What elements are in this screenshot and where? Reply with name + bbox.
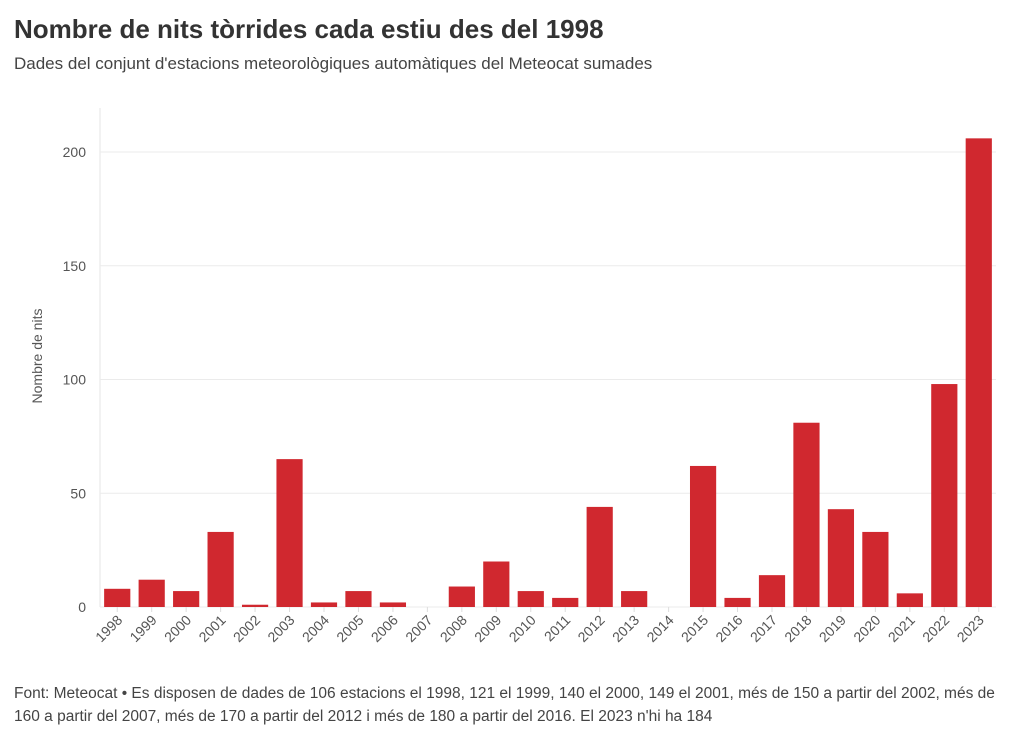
x-tick-label: 2018	[781, 612, 814, 645]
x-tick-label: 1999	[126, 612, 159, 645]
bar-1999	[138, 579, 165, 607]
bar-1998	[104, 588, 131, 607]
x-tick-label: 2010	[506, 612, 539, 645]
x-tick-label: 2003	[264, 612, 297, 645]
bar-2022	[931, 384, 958, 607]
y-tick-label: 100	[63, 372, 87, 388]
bar-2018	[793, 422, 820, 607]
x-tick-label: 2002	[230, 612, 263, 645]
bar-2005	[345, 591, 372, 607]
x-tick-label: 2008	[437, 612, 470, 645]
x-tick-label: 2023	[954, 612, 987, 645]
x-tick-label: 2014	[643, 612, 676, 645]
bar-2023	[965, 138, 992, 607]
x-tick-label: 2007	[402, 612, 435, 645]
bar-2021	[896, 593, 923, 607]
x-tick-label: 2021	[885, 612, 918, 645]
bar-2020	[862, 531, 889, 607]
chart-subtitle: Dades del conjunt d'estacions meteorològ…	[14, 54, 653, 73]
x-tick-label: 2013	[609, 612, 642, 645]
x-tick-label: 2006	[368, 612, 401, 645]
x-tick-label: 2015	[678, 612, 711, 645]
bar-2001	[207, 531, 234, 607]
x-tick-label: 2019	[816, 612, 849, 645]
x-tick-label: 2000	[161, 612, 194, 645]
bar-2015	[689, 465, 717, 607]
bar-2008	[448, 586, 475, 607]
bar-2003	[276, 459, 303, 607]
x-tick-label: 2020	[850, 612, 883, 645]
x-tick-label: 2011	[541, 612, 574, 645]
bar-2010	[517, 591, 544, 607]
bar-2012	[586, 506, 613, 607]
x-tick-label: 2012	[574, 612, 607, 645]
bar-2017	[758, 575, 786, 607]
bar-2011	[552, 597, 579, 607]
x-tick-label: 2017	[747, 612, 780, 645]
bar-2002	[241, 604, 269, 607]
bar-2000	[173, 591, 200, 607]
y-tick-label: 50	[70, 485, 86, 501]
bar-2006	[379, 602, 407, 607]
x-tick-label: 1998	[92, 612, 125, 645]
y-axis-label: Nombre de nits	[29, 309, 45, 404]
y-tick-label: 0	[78, 599, 86, 615]
x-tick-label: 2009	[471, 612, 504, 645]
bar-2016	[724, 597, 751, 607]
chart-title: Nombre de nits tòrrides cada estiu des d…	[14, 14, 604, 44]
y-tick-label: 200	[63, 144, 87, 160]
x-tick-label: 2005	[333, 612, 366, 645]
y-tick-label: 150	[63, 258, 87, 274]
x-tick-label: 2016	[712, 612, 745, 645]
bar-2004	[310, 602, 338, 607]
bar-2019	[827, 509, 855, 607]
x-tick-label: 2001	[195, 612, 228, 645]
bar-2009	[483, 561, 510, 607]
x-tick-label: 2004	[299, 612, 332, 645]
footer-note: Font: Meteocat • Es disposen de dades de…	[14, 685, 995, 725]
bar-2013	[621, 591, 648, 607]
x-tick-label: 2022	[919, 612, 952, 645]
